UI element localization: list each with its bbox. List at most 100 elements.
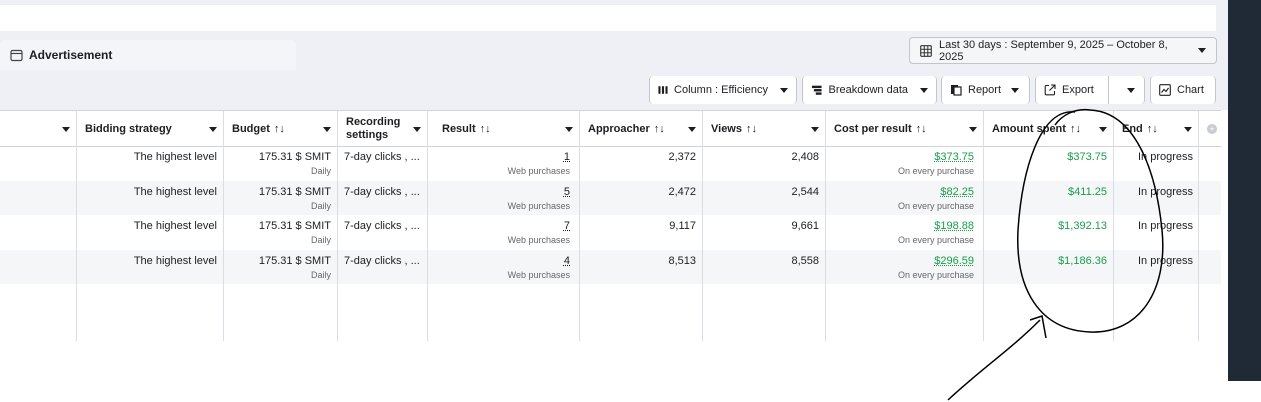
column-divider <box>1198 111 1199 341</box>
chevron-down-icon[interactable] <box>209 127 217 132</box>
budget-value: 175.31 $ SMIT <box>258 151 331 163</box>
header-recording-settings[interactable]: Recording settings <box>346 111 427 147</box>
cpr-value[interactable]: $296.59 <box>934 255 974 267</box>
end-cell: In progress <box>1138 186 1194 198</box>
approacher-cell: 8,513 <box>668 255 696 267</box>
date-range-picker[interactable]: Last 30 days : September 9, 2025 – Octob… <box>909 37 1217 64</box>
report-button[interactable]: Report <box>941 76 1030 104</box>
export-divider <box>1107 76 1109 104</box>
column-divider <box>223 111 224 341</box>
result-value[interactable]: 7 <box>563 220 570 232</box>
recording-cell: 7-day clicks , ... <box>344 186 420 198</box>
cpr-value[interactable]: $198.88 <box>934 220 974 232</box>
chart-button[interactable]: Chart <box>1150 76 1216 104</box>
recording-cell: 7-day clicks , ... <box>344 220 420 232</box>
end-cell: In progress <box>1138 220 1194 232</box>
column-divider <box>579 111 580 341</box>
bidding-cell: The highest level <box>133 220 217 232</box>
chevron-down-icon[interactable] <box>1126 87 1135 93</box>
ads-table: Bidding strategy Budget ↑↓ Recording set… <box>0 110 1221 341</box>
cost-per-result-cell: $296.59 On every purchase <box>828 255 974 280</box>
budget-cell: 175.31 $ SMIT Daily <box>226 151 331 176</box>
cpr-sub: On every purchase <box>897 166 974 176</box>
result-value[interactable]: 4 <box>563 255 570 267</box>
header-cost-per-result[interactable]: Cost per result ↑↓ <box>834 111 983 147</box>
chevron-down-icon <box>920 87 928 93</box>
views-cell: 9,661 <box>791 220 819 232</box>
amount-spent-cell: $1,186.36 <box>1058 255 1107 267</box>
export-button[interactable]: Export <box>1035 76 1145 104</box>
chevron-down-icon[interactable] <box>969 127 977 132</box>
calendar-grid-icon <box>920 44 932 57</box>
views-cell: 2,408 <box>791 151 819 163</box>
result-value[interactable]: 1 <box>563 151 570 163</box>
tab-advertisement[interactable]: Advertisement <box>0 40 296 70</box>
sort-icon[interactable]: ↑↓ <box>653 123 665 135</box>
result-cell: 7 Web purchases <box>430 220 570 245</box>
chevron-down-icon[interactable] <box>811 127 819 132</box>
chevron-down-icon[interactable] <box>688 127 696 132</box>
amount-spent-cell: $411.25 <box>1068 186 1107 198</box>
header-budget[interactable]: Budget ↑↓ <box>232 111 337 147</box>
report-label: Report <box>968 84 1002 96</box>
header-views[interactable]: Views ↑↓ <box>711 111 825 147</box>
header-label: Approacher <box>588 123 650 135</box>
column-divider <box>825 111 826 341</box>
breakdown-button[interactable]: Breakdown data <box>802 76 937 104</box>
budget-value: 175.31 $ SMIT <box>258 220 331 232</box>
chart-label: Chart <box>1177 84 1204 96</box>
chevron-down-icon <box>780 87 788 93</box>
sort-icon[interactable]: ↑↓ <box>1069 123 1081 135</box>
cpr-value[interactable]: $82.25 <box>940 186 974 198</box>
result-sub: Web purchases <box>507 235 570 245</box>
header-result[interactable]: Result ↑↓ <box>442 111 579 147</box>
sort-icon[interactable]: ↑↓ <box>746 123 757 135</box>
amount-spent-cell: $373.75 <box>1067 151 1107 163</box>
result-value[interactable]: 5 <box>563 186 570 198</box>
sort-icon[interactable]: ↑↓ <box>479 123 491 135</box>
budget-value: 175.31 $ SMIT <box>258 186 331 198</box>
column-divider <box>1113 111 1114 341</box>
chart-icon <box>1159 84 1171 96</box>
cpr-value[interactable]: $373.75 <box>934 151 974 163</box>
approacher-cell: 9,117 <box>669 220 696 232</box>
result-sub: Web purchases <box>507 166 570 176</box>
approacher-cell: 2,372 <box>668 151 696 163</box>
header-label: End <box>1122 123 1143 135</box>
chevron-down-icon[interactable] <box>323 127 331 132</box>
header-approacher[interactable]: Approacher ↑↓ <box>588 111 702 147</box>
header-label: Recording settings <box>346 116 400 142</box>
chevron-down-icon[interactable] <box>62 127 70 132</box>
search-strip[interactable] <box>0 5 1216 31</box>
add-column-icon[interactable]: + <box>1207 124 1217 134</box>
chevron-down-icon[interactable] <box>1099 127 1107 132</box>
column-divider <box>76 111 77 341</box>
result-cell: 1 Web purchases <box>430 151 570 176</box>
chevron-down-icon <box>1011 87 1020 93</box>
cpr-sub: On every purchase <box>897 270 974 280</box>
views-cell: 2,544 <box>791 186 819 198</box>
header-label: Result <box>442 123 476 135</box>
bidding-cell: The highest level <box>133 255 217 267</box>
recording-cell: 7-day clicks , ... <box>344 151 420 163</box>
chevron-down-icon[interactable] <box>565 127 573 132</box>
header-amount-spent[interactable]: Amount spent ↑↓ <box>992 111 1113 147</box>
amount-spent-cell: $1,392.13 <box>1058 220 1107 232</box>
header-label-line: settings <box>346 129 389 141</box>
header-bidding-strategy[interactable]: Bidding strategy <box>85 111 223 147</box>
column-divider <box>337 111 338 341</box>
columns-button[interactable]: Column : Efficiency <box>649 76 797 104</box>
header-end[interactable]: End ↑↓ <box>1122 111 1198 147</box>
budget-sub: Daily <box>310 270 331 280</box>
cpr-sub: On every purchase <box>897 235 974 245</box>
sort-icon[interactable]: ↑↓ <box>915 123 927 135</box>
column-divider <box>427 111 428 341</box>
header-label: Cost per result <box>834 123 912 135</box>
right-side-panel <box>1228 0 1261 381</box>
header-hidden-column[interactable] <box>0 111 76 147</box>
chevron-down-icon[interactable] <box>1184 127 1192 132</box>
chevron-down-icon[interactable] <box>413 127 421 132</box>
sort-icon[interactable]: ↑↓ <box>273 123 285 135</box>
sort-icon[interactable]: ↑↓ <box>1146 123 1158 135</box>
budget-value: 175.31 $ SMIT <box>258 255 331 267</box>
